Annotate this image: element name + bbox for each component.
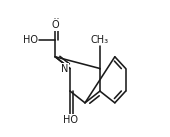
Text: HO: HO bbox=[23, 35, 38, 45]
Text: O: O bbox=[51, 20, 59, 30]
Text: N: N bbox=[61, 64, 69, 73]
Text: CH₃: CH₃ bbox=[91, 35, 109, 45]
Text: HO: HO bbox=[63, 115, 78, 125]
